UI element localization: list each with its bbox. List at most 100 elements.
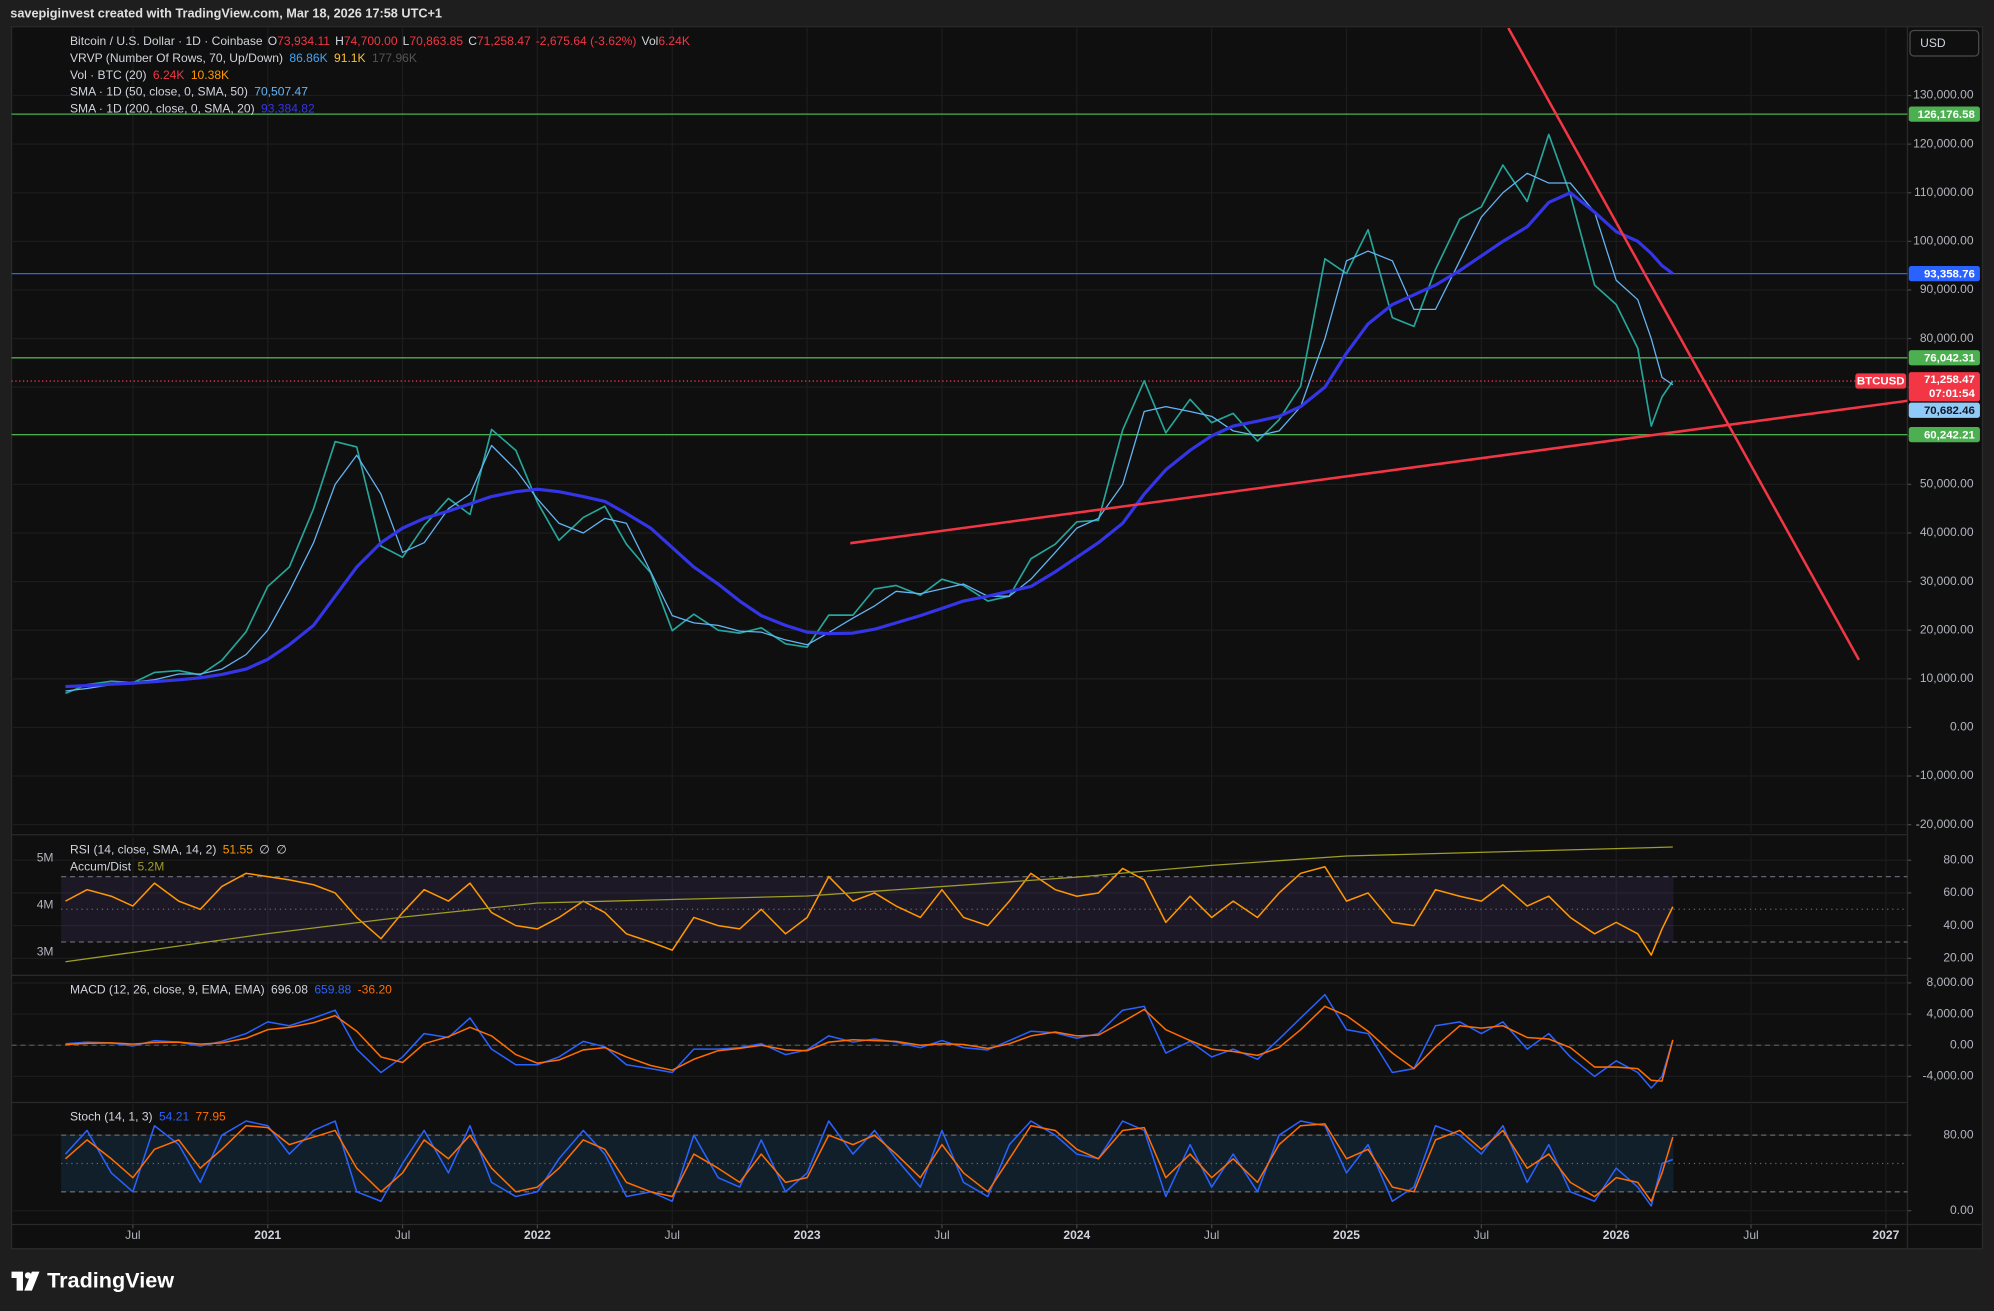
ohlc-value: 74,700.00: [344, 34, 398, 48]
currency-box[interactable]: [1909, 29, 1980, 57]
y-tick-label: 40,000.00: [1920, 525, 1974, 539]
legend-title: Bitcoin / U.S. Dollar · 1D · Coinbase: [70, 34, 263, 48]
legend-value: 6.24K: [153, 68, 185, 82]
legend-value: 54.21: [159, 1110, 190, 1124]
y-tick-label: 60.00: [1943, 885, 1974, 899]
y-tick-label: 0.00: [1950, 720, 1974, 734]
symbol-tag-box: [1855, 373, 1907, 389]
y-tick-label: 10,000.00: [1920, 671, 1974, 685]
level-label-box: [1908, 350, 1980, 366]
level-label: 93,358.76: [1924, 268, 1975, 280]
y-tick-label: 90,000.00: [1920, 282, 1974, 296]
legend-value: 696.08: [271, 983, 308, 997]
ohlc-value: 71,258.47: [477, 34, 531, 48]
y2-tick-label: 5M: [37, 851, 54, 865]
series-line: [65, 1005, 1674, 1082]
y-tick-label: 20,000.00: [1920, 622, 1974, 636]
y2-tick-label: 3M: [37, 945, 54, 959]
ohlc-label: L: [403, 34, 410, 48]
series-line: [65, 133, 1674, 695]
ohlc-value: 70,863.85: [409, 34, 463, 48]
band-fill: [61, 1135, 1674, 1192]
header-text: savepiginvest created with TradingView.c…: [10, 5, 442, 20]
legend-value: 93,384.82: [261, 102, 315, 116]
level-label: 126,176.58: [1918, 109, 1976, 121]
y-tick-label: 4,000.00: [1927, 1006, 1974, 1020]
volume-label: Vol: [642, 34, 659, 48]
level-label: 60,242.21: [1924, 429, 1976, 441]
legend-row: Stoch (14, 1, 3) 54.21 77.95: [70, 1110, 226, 1124]
x-tick-label: Jul: [395, 1228, 410, 1242]
legend-name: VRVP (Number Of Rows, 70, Up/Down): [70, 51, 283, 65]
legend-value: -36.20: [358, 983, 393, 997]
legend-row: RSI (14, close, SMA, 14, 2) 51.55 ∅ ∅: [70, 843, 287, 857]
level-label: 76,042.31: [1924, 352, 1976, 364]
legend-value: 659.88: [314, 983, 351, 997]
brand-icon-dot: [24, 1272, 32, 1279]
legend-value: 51.55: [223, 843, 254, 857]
price-tag-box: [1908, 372, 1980, 402]
legend-title: MACD (12, 26, close, 9, EMA, EMA): [70, 983, 265, 997]
series-line: [65, 191, 1674, 689]
legend-row: VRVP (Number Of Rows, 70, Up/Down) 86.86K…: [70, 51, 417, 65]
chart-frame: [10, 26, 1984, 1250]
y-tick-label: 0.00: [1950, 1037, 1974, 1051]
y-tick-label: 80.00: [1943, 1127, 1974, 1141]
y-tick-label: 100,000.00: [1913, 234, 1974, 248]
y-tick-label: 120,000.00: [1913, 136, 1974, 150]
currency-label[interactable]: USD: [1920, 36, 1946, 50]
brand-icon: [11, 1271, 40, 1291]
legend-value: 177.96K: [372, 51, 417, 65]
legend-row: Bitcoin / U.S. Dollar · 1D · Coinbase O73…: [70, 34, 690, 48]
band-fill: [61, 876, 1674, 942]
ohlc-label: C: [468, 34, 477, 48]
legend-value: 70,507.47: [254, 85, 308, 99]
x-tick-label: 2021: [254, 1228, 281, 1242]
series-line: [65, 846, 1673, 963]
currency-button[interactable]: USD: [1909, 29, 1980, 57]
x-tick-label: 2026: [1603, 1228, 1630, 1242]
legend-value: ∅: [259, 843, 270, 857]
x-tick-label: Jul: [125, 1228, 140, 1242]
legend-row: Vol · BTC (20) 6.24K 10.38K: [70, 68, 229, 82]
trendline: [1507, 27, 1861, 661]
x-tick-label: Jul: [1743, 1228, 1758, 1242]
brand-logo: TradingView: [11, 1267, 174, 1292]
y-tick-label: -20,000.00: [1916, 817, 1974, 831]
x-tick-label: Jul: [665, 1228, 680, 1242]
legend-row: SMA · 1D (50, close, 0, SMA, 50) 70,507.4…: [70, 85, 308, 99]
y-tick-label: 8,000.00: [1927, 975, 1974, 989]
price-tag-countdown: 07:01:54: [1929, 388, 1975, 400]
legend-row: SMA · 1D (200, close, 0, SMA, 20) 93,384.…: [70, 102, 315, 116]
pane: [11, 836, 1908, 975]
y-tick-label: -10,000.00: [1916, 768, 1974, 782]
level-label-box: [1908, 266, 1980, 282]
price-tag-value: 71,258.47: [1924, 374, 1975, 386]
pane: [11, 27, 1908, 833]
x-tick-label: 2027: [1872, 1228, 1899, 1242]
pane: [11, 976, 1908, 1102]
legend-name: SMA · 1D (50, close, 0, SMA, 50): [70, 85, 248, 99]
level-label-box: [1908, 106, 1980, 122]
level-label-box: [1908, 426, 1980, 443]
series-line: [65, 866, 1674, 956]
x-tick-label: 2023: [794, 1228, 821, 1242]
x-tick-label: Jul: [934, 1228, 949, 1242]
legend-value: ∅: [276, 843, 287, 857]
x-tick-label: Jul: [1474, 1228, 1489, 1242]
y-tick-label: 80,000.00: [1920, 331, 1974, 345]
legend-value: 10.38K: [191, 68, 229, 82]
legend-row: MACD (12, 26, close, 9, EMA, EMA) 696.08 6…: [70, 983, 392, 997]
ohlc-value: 73,934.11: [277, 34, 330, 48]
brand-text: TradingView: [47, 1267, 174, 1292]
trendline: [850, 399, 1908, 545]
y-tick-label: 30,000.00: [1920, 574, 1974, 588]
pane: [11, 1103, 1908, 1224]
series-line: [65, 172, 1674, 692]
y-tick-label: 110,000.00: [1914, 185, 1974, 199]
y-tick-label: 20.00: [1943, 951, 1974, 965]
x-tick-label: Jul: [1204, 1228, 1219, 1242]
legend-title: Stoch (14, 1, 3): [70, 1110, 153, 1124]
volume-value: 6.24K: [658, 34, 690, 48]
